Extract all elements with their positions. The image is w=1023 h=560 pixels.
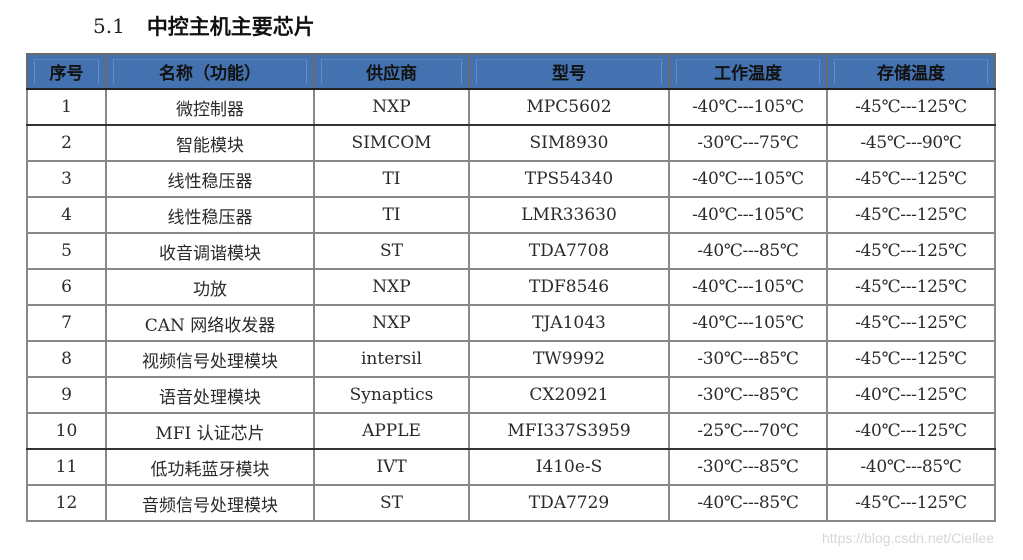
- cell-storage-temp: -45℃---125℃: [826, 88, 996, 126]
- cell-name: MFI 认证芯片: [105, 412, 315, 450]
- table-row: 8 视频信号处理模块 intersil TW9992 -30℃---85℃ -45℃---…: [26, 340, 996, 378]
- cell-name: 低功耗蓝牙模块: [105, 448, 315, 486]
- cell-model: CX20921: [468, 376, 670, 414]
- table-row: 7 CAN 网络收发器 NXP TJA1043 -40℃---105℃ -45℃---12…: [26, 304, 996, 342]
- cell-index: 4: [26, 196, 107, 234]
- table-row: 6 功放 NXP TDF8546 -40℃---105℃ -45℃---125℃: [26, 268, 996, 306]
- table-header-row: 序号 名称（功能） 供应商 型号 工作温度 存储温度: [26, 53, 996, 90]
- chip-table: 序号 名称（功能） 供应商 型号 工作温度 存储温度 1 微控制器 NXP MPC56…: [26, 53, 996, 522]
- cell-name: 音频信号处理模块: [105, 484, 315, 522]
- table-row: 4 线性稳压器 TI LMR33630 -40℃---105℃ -45℃---125℃: [26, 196, 996, 234]
- cell-supplier: intersil: [313, 340, 470, 378]
- cell-name: 语音处理模块: [105, 376, 315, 414]
- cell-storage-temp: -45℃---90℃: [826, 124, 996, 162]
- cell-operating-temp: -40℃---105℃: [668, 88, 828, 126]
- column-header-model: 型号: [468, 53, 670, 90]
- cell-index: 2: [26, 124, 107, 162]
- cell-model: LMR33630: [468, 196, 670, 234]
- cell-model: TW9992: [468, 340, 670, 378]
- table-row: 5 收音调谐模块 ST TDA7708 -40℃---85℃ -45℃---125℃: [26, 232, 996, 270]
- cell-model: TDA7708: [468, 232, 670, 270]
- cell-name: 功放: [105, 268, 315, 306]
- cell-supplier: IVT: [313, 448, 470, 486]
- cell-index: 1: [26, 88, 107, 126]
- cell-index: 10: [26, 412, 107, 450]
- cell-name: 微控制器: [105, 88, 315, 126]
- cell-supplier: NXP: [313, 268, 470, 306]
- cell-model: MFI337S3959: [468, 412, 670, 450]
- column-header-operating-temp: 工作温度: [668, 53, 828, 90]
- column-header-name: 名称（功能）: [105, 53, 315, 90]
- cell-storage-temp: -45℃---125℃: [826, 304, 996, 342]
- cell-storage-temp: -45℃---125℃: [826, 232, 996, 270]
- cell-model: I410e-S: [468, 448, 670, 486]
- cell-storage-temp: -45℃---125℃: [826, 160, 996, 198]
- table-row: 12 音频信号处理模块 ST TDA7729 -40℃---85℃ -45℃---125℃: [26, 484, 996, 522]
- cell-index: 5: [26, 232, 107, 270]
- cell-storage-temp: -45℃---125℃: [826, 196, 996, 234]
- cell-supplier: ST: [313, 232, 470, 270]
- cell-operating-temp: -40℃---105℃: [668, 196, 828, 234]
- section-heading: 5.1 中控主机主要芯片: [93, 10, 315, 42]
- cell-supplier: APPLE: [313, 412, 470, 450]
- cell-operating-temp: -40℃---105℃: [668, 160, 828, 198]
- cell-storage-temp: -40℃---85℃: [826, 448, 996, 486]
- cell-index: 8: [26, 340, 107, 378]
- cell-operating-temp: -40℃---85℃: [668, 484, 828, 522]
- table-row: 2 智能模块 SIMCOM SIM8930 -30℃---75℃ -45℃---90℃: [26, 124, 996, 162]
- cell-storage-temp: -45℃---125℃: [826, 484, 996, 522]
- cell-operating-temp: -30℃---85℃: [668, 448, 828, 486]
- section-title: 中控主机主要芯片: [146, 15, 315, 39]
- table-row: 3 线性稳压器 TI TPS54340 -40℃---105℃ -45℃---125℃: [26, 160, 996, 198]
- section-number: 5.1: [93, 14, 125, 38]
- cell-name: CAN 网络收发器: [105, 304, 315, 342]
- cell-model: TDF8546: [468, 268, 670, 306]
- cell-operating-temp: -30℃---75℃: [668, 124, 828, 162]
- cell-operating-temp: -30℃---85℃: [668, 340, 828, 378]
- column-header-storage-temp: 存储温度: [826, 53, 996, 90]
- cell-name: 线性稳压器: [105, 160, 315, 198]
- cell-model: TJA1043: [468, 304, 670, 342]
- cell-supplier: ST: [313, 484, 470, 522]
- cell-supplier: NXP: [313, 88, 470, 126]
- cell-supplier: SIMCOM: [313, 124, 470, 162]
- table-row: 9 语音处理模块 Synaptics CX20921 -30℃---85℃ -40℃---…: [26, 376, 996, 414]
- table-row: 1 微控制器 NXP MPC5602 -40℃---105℃ -45℃---125℃: [26, 88, 996, 126]
- cell-storage-temp: -45℃---125℃: [826, 340, 996, 378]
- cell-name: 智能模块: [105, 124, 315, 162]
- column-header-supplier: 供应商: [313, 53, 470, 90]
- cell-model: MPC5602: [468, 88, 670, 126]
- cell-storage-temp: -40℃---125℃: [826, 412, 996, 450]
- column-header-index: 序号: [26, 53, 107, 90]
- cell-name: 线性稳压器: [105, 196, 315, 234]
- cell-operating-temp: -40℃---105℃: [668, 304, 828, 342]
- cell-supplier: NXP: [313, 304, 470, 342]
- cell-index: 7: [26, 304, 107, 342]
- cell-model: SIM8930: [468, 124, 670, 162]
- cell-index: 9: [26, 376, 107, 414]
- cell-index: 12: [26, 484, 107, 522]
- cell-supplier: TI: [313, 196, 470, 234]
- watermark: https://blog.csdn.net/Ciellee: [822, 530, 994, 546]
- cell-storage-temp: -45℃---125℃: [826, 268, 996, 306]
- cell-model: TPS54340: [468, 160, 670, 198]
- cell-model: TDA7729: [468, 484, 670, 522]
- cell-operating-temp: -25℃---70℃: [668, 412, 828, 450]
- cell-supplier: Synaptics: [313, 376, 470, 414]
- cell-name: 收音调谐模块: [105, 232, 315, 270]
- cell-index: 6: [26, 268, 107, 306]
- cell-supplier: TI: [313, 160, 470, 198]
- cell-operating-temp: -40℃---85℃: [668, 232, 828, 270]
- cell-storage-temp: -40℃---125℃: [826, 376, 996, 414]
- cell-name: 视频信号处理模块: [105, 340, 315, 378]
- table-row: 10 MFI 认证芯片 APPLE MFI337S3959 -25℃---70℃ -40℃…: [26, 412, 996, 450]
- cell-operating-temp: -40℃---105℃: [668, 268, 828, 306]
- table-row: 11 低功耗蓝牙模块 IVT I410e-S -30℃---85℃ -40℃---85℃: [26, 448, 996, 486]
- cell-index: 3: [26, 160, 107, 198]
- cell-operating-temp: -30℃---85℃: [668, 376, 828, 414]
- cell-index: 11: [26, 448, 107, 486]
